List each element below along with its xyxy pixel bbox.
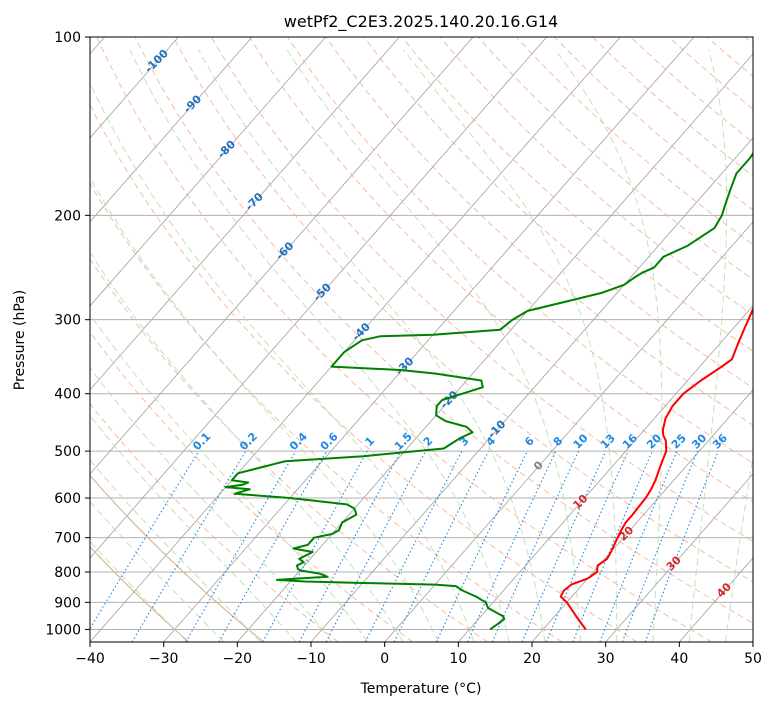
background-lines (90, 37, 753, 642)
y-tick-label: 900 (54, 595, 81, 611)
mixing-ratio-line (218, 450, 328, 642)
moist-adiabat-line (197, 49, 546, 642)
x-axis-title: Temperature (°C) (360, 681, 482, 697)
temperature-profile-line (559, 306, 753, 630)
y-tick-label: 100 (54, 30, 81, 46)
axes: −40 −30 −20 −10 0 10 20 30 40 50 1000 900 800 700 600 5… (45, 30, 762, 667)
dry-adiabat-line (287, 37, 753, 464)
moist-adiabat-line (725, 454, 753, 642)
dry-adiabat-line (477, 37, 753, 281)
x-tick-label: 30 (597, 651, 615, 667)
isotherm-line (531, 389, 753, 642)
isotherm-line (90, 37, 621, 642)
mixing-ratio-line (545, 450, 629, 642)
isotherm-line (237, 53, 753, 642)
mixing-ratio-line (90, 450, 200, 630)
dry-adiabat-line (96, 37, 712, 642)
isotherm-line (90, 37, 327, 307)
dewpoint-profile-line (224, 151, 753, 631)
reference-adiabat-line (90, 474, 264, 642)
isotherm-line (163, 37, 695, 642)
moist-adiabat-line (688, 49, 728, 642)
mixing-ratio-line (131, 450, 247, 642)
dry-adiabat-line (325, 37, 753, 426)
x-tick-label: −40 (75, 651, 105, 667)
moist-adiabat-line (554, 49, 663, 642)
x-tick-label: 50 (744, 651, 762, 667)
moist-adiabat-line (90, 415, 297, 642)
dry-adiabat-line (172, 37, 753, 583)
isotherm-line (384, 221, 753, 642)
dry-adiabat-line (90, 331, 414, 642)
mixing-ratio-line (435, 450, 528, 642)
dry-adiabat-line (210, 37, 753, 542)
dry-adiabat-line (630, 37, 753, 143)
mixing-ratio-line (491, 450, 580, 642)
moist-adiabat-line (90, 500, 225, 642)
dry-adiabat-line (439, 37, 753, 316)
y-tick-label: 1000 (45, 622, 81, 638)
dry-adiabat-line (90, 257, 488, 642)
x-tick-label: −30 (149, 651, 179, 667)
y-tick-label: 800 (54, 565, 81, 581)
isotherm-line (605, 473, 753, 642)
dry-adiabat-line (592, 37, 753, 177)
chart-title: wetPf2_C2E3.2025.140.20.16.G14 (284, 12, 558, 32)
y-tick-label: 500 (54, 444, 81, 460)
isotherm-line (90, 37, 548, 559)
isotherm-line (90, 37, 400, 391)
profiles (224, 151, 753, 631)
moist-adiabat-line (90, 81, 475, 642)
y-tick-label: 700 (54, 531, 81, 547)
dry-adiabat-line (363, 37, 753, 389)
moist-adiabat-line (129, 49, 510, 642)
isotherm-line (90, 37, 474, 475)
moist-adiabat-line (90, 176, 439, 642)
x-tick-label: −10 (296, 651, 326, 667)
y-axis-title: Pressure (hPa) (12, 290, 28, 390)
x-tick-label: 20 (523, 651, 541, 667)
mixing-ratio-line (298, 450, 402, 642)
dry-adiabat-line (248, 37, 753, 503)
x-tick-label: −20 (223, 651, 253, 667)
mixing-ratio-line (572, 450, 653, 642)
dry-adiabat-line (90, 182, 563, 642)
moist-adiabat-line (90, 540, 188, 642)
y-tick-label: 600 (54, 491, 81, 507)
plot-frame (89, 36, 754, 643)
x-tick-label: 10 (449, 651, 467, 667)
isotherm-line (90, 37, 253, 223)
mixing-ratio-line (185, 450, 297, 642)
x-tick-label: 40 (670, 651, 688, 667)
y-tick-label: 300 (54, 313, 81, 329)
isotherm-line (458, 305, 753, 642)
moist-adiabat-line (90, 251, 404, 642)
x-tick-label: 0 (380, 651, 389, 667)
mixing-ratio-line (466, 450, 557, 642)
y-tick-label: 400 (54, 387, 81, 403)
dry-adiabat-line (90, 103, 638, 642)
moist-adiabat-line (90, 459, 261, 642)
y-tick-label: 200 (54, 208, 81, 224)
mixing-ratio-line (393, 450, 489, 642)
mixing-ratio-line (262, 450, 368, 642)
